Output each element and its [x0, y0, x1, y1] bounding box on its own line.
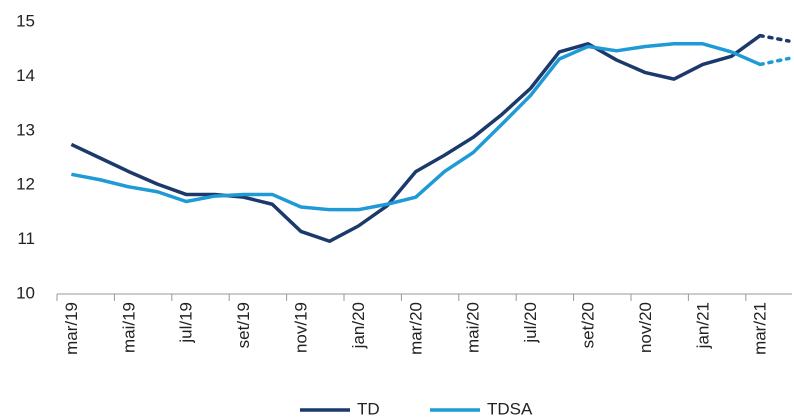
- x-tick-label: mar/21: [751, 302, 770, 355]
- y-tick-label: 13: [16, 120, 35, 139]
- x-tick-label: mai/19: [119, 302, 138, 353]
- y-tick-label: 12: [16, 175, 35, 194]
- x-tick-label: nov/19: [291, 302, 310, 353]
- y-tick-label: 14: [16, 66, 35, 85]
- x-tick-label: set/20: [578, 302, 597, 348]
- y-tick-label: 10: [16, 283, 35, 302]
- legend-label: TD: [357, 399, 380, 418]
- series-line: [758, 33, 791, 43]
- y-tick-label: 15: [16, 11, 35, 30]
- series-line: [71, 42, 761, 212]
- legend-label: TDSA: [487, 399, 533, 418]
- x-tick-label: jan/21: [693, 302, 712, 349]
- x-tick-label: mar/19: [62, 302, 81, 355]
- x-tick-label: jan/20: [349, 302, 368, 349]
- y-tick-label: 11: [17, 229, 35, 248]
- x-tick-label: mai/20: [464, 302, 483, 353]
- x-tick-label: set/19: [234, 302, 253, 348]
- x-tick-label: mar/20: [406, 302, 425, 355]
- x-tick-label: jul/19: [177, 302, 196, 344]
- series-line: [70, 34, 762, 243]
- series-line: [758, 56, 791, 67]
- x-tick-label: nov/20: [636, 302, 655, 353]
- x-tick-label: jul/20: [521, 302, 540, 344]
